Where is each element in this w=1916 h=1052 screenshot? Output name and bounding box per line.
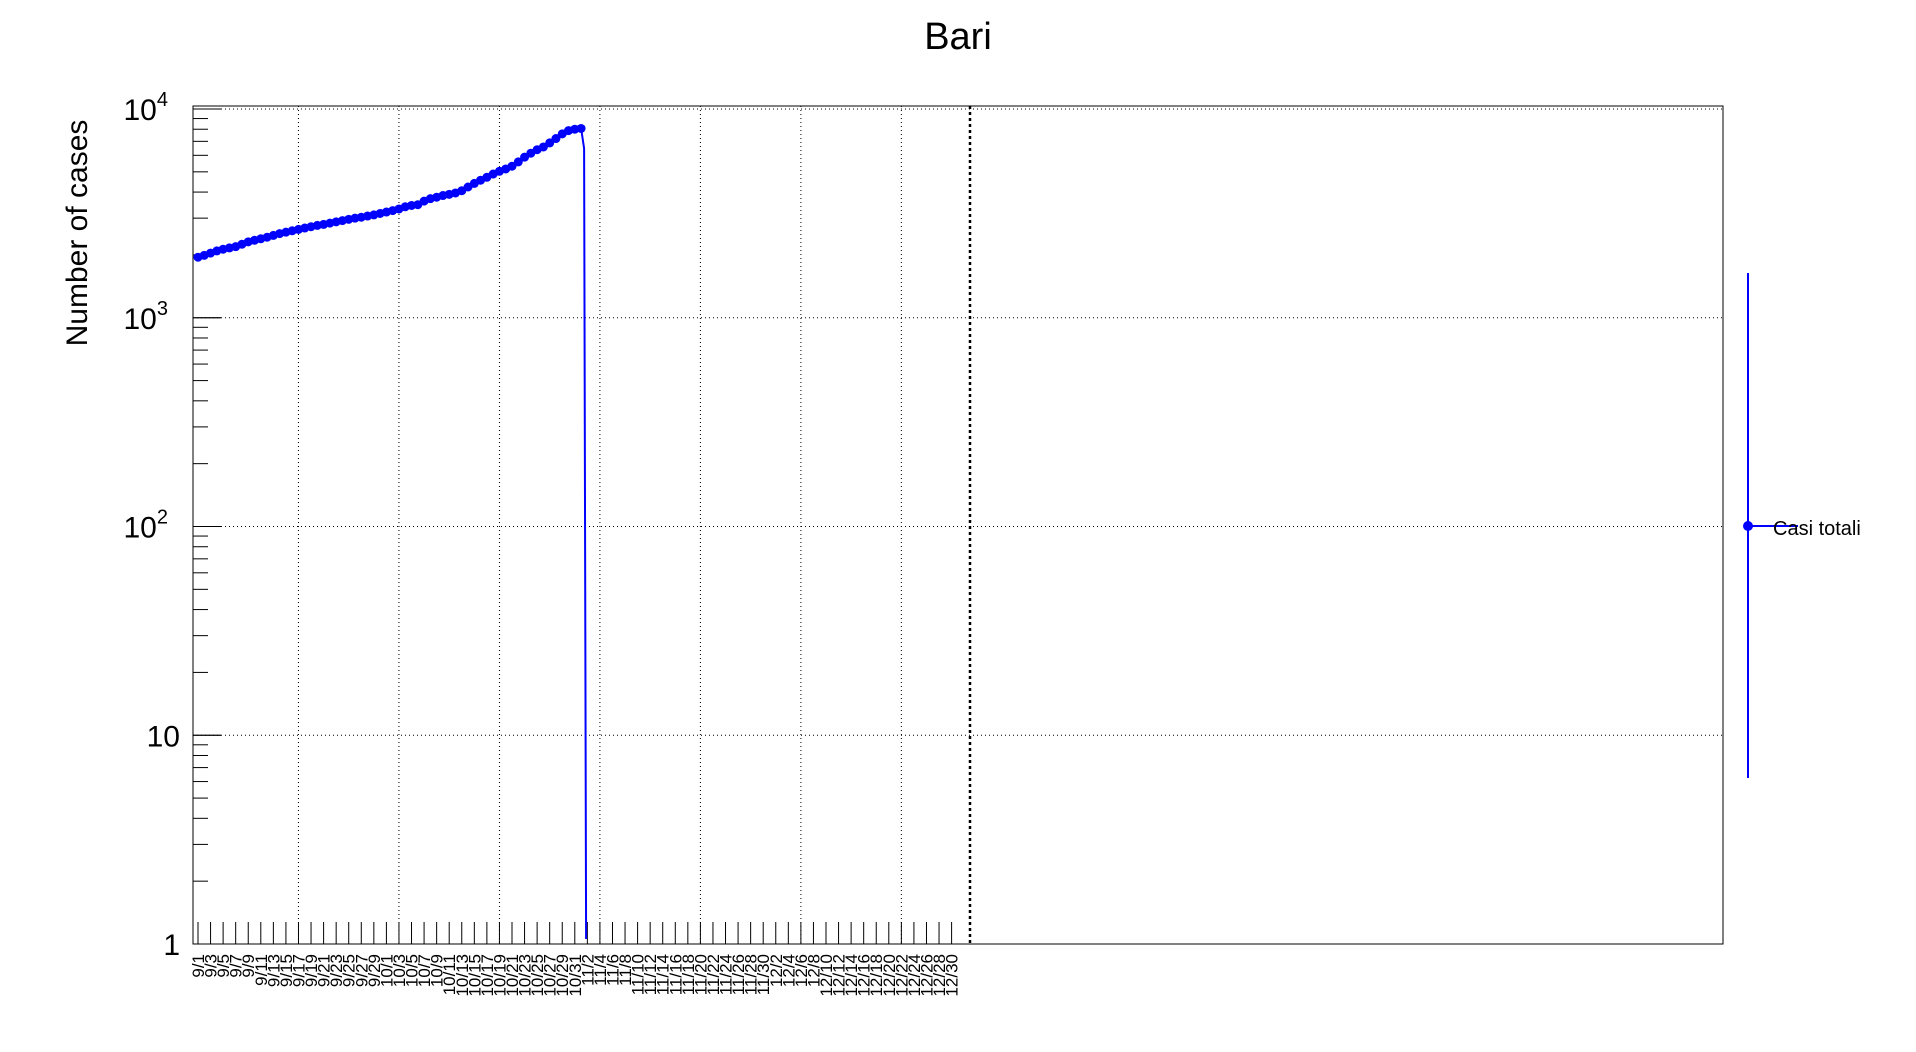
x-tick-label: 11/2: [578, 954, 597, 986]
x-tick-label: 10/25: [528, 954, 547, 997]
data-point: [545, 138, 555, 148]
chart-title: Bari: [924, 16, 992, 58]
x-tick-label: 9/23: [327, 954, 346, 987]
x-tick-label: 12/4: [779, 954, 798, 987]
series-line: [197, 127, 588, 940]
x-tick-label: 11/20: [691, 954, 710, 995]
x-axis-ticks: [197, 922, 953, 944]
x-tick-label: 11/12: [641, 954, 660, 995]
x-tick-label: 12/24: [905, 954, 924, 997]
x-tick-label: 9/13: [264, 954, 283, 987]
x-tick-label: 10/1: [377, 954, 396, 987]
y-tick-label: 104: [124, 89, 169, 127]
x-tick-label: 11/30: [754, 954, 773, 995]
x-tick-label: 9/17: [289, 954, 308, 987]
y-axis-labels: 1 10 102 103 104: [124, 89, 181, 962]
data-point: [551, 134, 561, 144]
x-tick-label: 9/29: [365, 954, 384, 987]
x-tick-label: 10/31: [566, 954, 585, 997]
x-tick-label: 10/11: [440, 954, 459, 995]
plot-frame: [192, 105, 1724, 945]
x-tick-label: 9/19: [302, 954, 321, 987]
y-tick-label: 103: [124, 298, 169, 336]
x-tick-label: 12/30: [943, 954, 962, 997]
x-tick-label: 12/8: [804, 954, 823, 987]
x-tick-label: 12/10: [817, 954, 836, 997]
x-tick-label: 12/16: [855, 954, 874, 997]
x-axis-labels: 9/19/39/59/79/99/119/139/159/179/199/219…: [189, 954, 962, 997]
x-tick-label: 10/29: [553, 954, 572, 997]
x-tick-label: 10/3: [390, 954, 409, 987]
y-tick-label: 10: [147, 720, 180, 753]
x-tick-label: 12/14: [842, 954, 861, 997]
x-tick-label: 12/20: [880, 954, 899, 997]
x-tick-label: 11/10: [629, 954, 648, 995]
data-point: [507, 161, 517, 171]
x-tick-label: 10/7: [415, 954, 434, 987]
x-tick-label: 11/28: [742, 954, 761, 995]
x-tick-label: 12/22: [892, 954, 911, 997]
y-tick-label: 102: [124, 507, 169, 545]
x-tick-label: 9/21: [315, 954, 334, 987]
x-tick-label: 10/5: [403, 954, 422, 987]
x-tick-label: 10/21: [503, 954, 522, 997]
x-tick-label: 12/2: [767, 954, 786, 987]
legend-label: Casi totali: [1773, 518, 1861, 540]
y-tick-label: 1: [163, 929, 180, 962]
x-tick-label: 12/26: [917, 954, 936, 997]
x-tick-label: 9/7: [227, 954, 246, 978]
x-tick-label: 11/24: [717, 954, 736, 995]
x-tick-label: 10/23: [516, 954, 535, 997]
x-tick-label: 12/18: [867, 954, 886, 997]
legend: Casi totali: [1743, 273, 1861, 778]
x-tick-label: 11/4: [591, 954, 610, 986]
data-point: [576, 123, 586, 133]
x-tick-label: 10/17: [478, 954, 497, 997]
x-tick-label: 9/11: [252, 954, 271, 986]
x-tick-label: 11/22: [704, 954, 723, 995]
x-tick-label: 9/5: [214, 954, 233, 978]
x-tick-label: 11/14: [654, 954, 673, 995]
data-point: [513, 157, 523, 167]
x-tick-label: 9/1: [189, 954, 208, 978]
x-tick-label: 9/27: [352, 954, 371, 987]
x-tick-label: 9/15: [277, 954, 296, 987]
x-tick-label: 11/16: [666, 954, 685, 995]
x-tick-label: 9/3: [202, 954, 221, 978]
x-tick-label: 9/9: [239, 954, 258, 978]
y-axis-ticks: [193, 108, 221, 945]
legend-marker: [1743, 521, 1753, 531]
x-tick-label: 11/26: [729, 954, 748, 995]
x-tick-label: 10/15: [465, 954, 484, 997]
series-casi-totali: [193, 123, 588, 940]
x-tick-label: 11/6: [603, 954, 622, 986]
x-tick-label: 12/6: [792, 954, 811, 987]
x-tick-label: 12/12: [830, 954, 849, 997]
x-tick-label: 9/25: [340, 954, 359, 987]
x-tick-label: 10/13: [453, 954, 472, 997]
y-axis-title: Number of cases: [61, 120, 94, 347]
x-tick-label: 10/19: [490, 954, 509, 997]
x-tick-label: 12/28: [930, 954, 949, 997]
grid: [193, 106, 1723, 944]
x-tick-label: 11/8: [616, 954, 635, 986]
x-tick-label: 10/9: [428, 954, 447, 987]
x-tick-label: 10/27: [541, 954, 560, 997]
x-tick-label: 11/18: [679, 954, 698, 995]
